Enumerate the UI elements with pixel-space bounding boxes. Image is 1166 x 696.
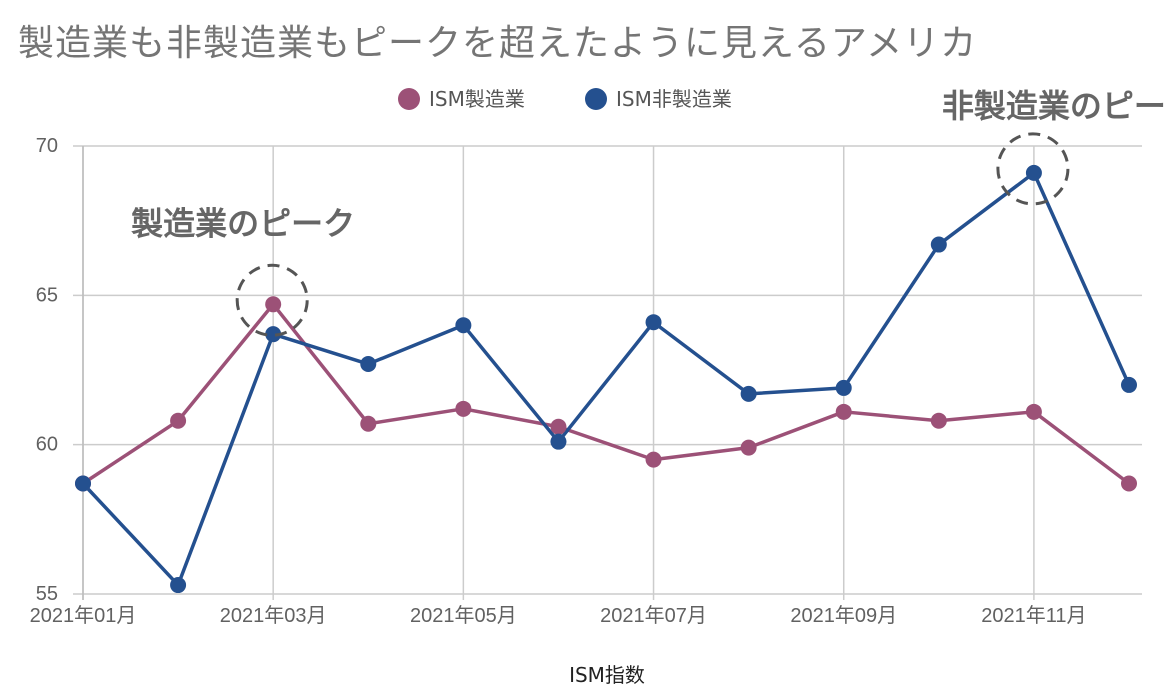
data-point [1121,376,1137,393]
legend-item[interactable]: ISM製造業 [398,87,525,111]
peak-highlight-circle [996,132,1070,206]
x-tick-label: 2021年09月 [790,604,897,627]
data-point [550,418,567,435]
data-point [1121,475,1137,492]
data-point [835,403,852,420]
data-point [170,412,187,429]
legend-marker [398,88,420,110]
data-point [170,577,187,594]
data-point [1025,403,1042,420]
x-axis-title: ISM指数 [569,663,645,687]
annotations: 製造業のピーク 非製造業のピーク [131,87,1166,337]
y-tick-label: 55 [36,583,58,605]
series-lines [75,164,1137,594]
data-point [75,475,91,492]
legend-item[interactable]: ISM非製造業 [585,87,732,111]
data-point [265,296,282,313]
chart-title: 製造業も非製造業もピークを超えたように見えるアメリカ [18,23,978,64]
x-tick-label: 2021年07月 [600,604,707,627]
y-tick-label: 65 [36,284,58,306]
legend-marker [585,88,607,110]
data-point [835,379,852,396]
data-point [645,314,662,331]
data-point [930,236,947,253]
x-tick-label: 2021年01月 [30,604,137,627]
data-point [740,385,757,402]
annotation-label: 非製造業のピーク [942,87,1166,125]
data-point [740,439,757,456]
data-point [550,433,567,450]
y-tick-label: 60 [36,434,58,456]
data-point [455,400,472,417]
legend-label: ISM製造業 [429,87,525,111]
legend[interactable]: ISM製造業 ISM非製造業 [398,87,732,111]
y-tick-labels: 55 60 65 70 [36,135,58,605]
legend-label: ISM非製造業 [616,87,732,111]
x-tick-label: 2021年03月 [220,604,327,627]
x-tick-labels: 2021年01月 2021年03月 2021年05月 2021年07月 2021年09月… [30,604,1087,627]
data-point [1025,164,1042,181]
series-line-2 [81,171,1131,587]
x-tick-label: 2021年11月 [981,604,1086,627]
series-line-1 [82,302,1131,485]
peak-highlight-circle [235,263,309,337]
data-point [360,356,377,373]
data-point [645,451,662,468]
data-point [455,317,472,334]
data-point [930,412,947,429]
data-point [265,326,282,343]
x-tick-label: 2021年05月 [410,604,517,627]
data-point [360,415,377,432]
annotation-label: 製造業のピーク [131,204,355,242]
y-tick-label: 70 [36,135,58,157]
